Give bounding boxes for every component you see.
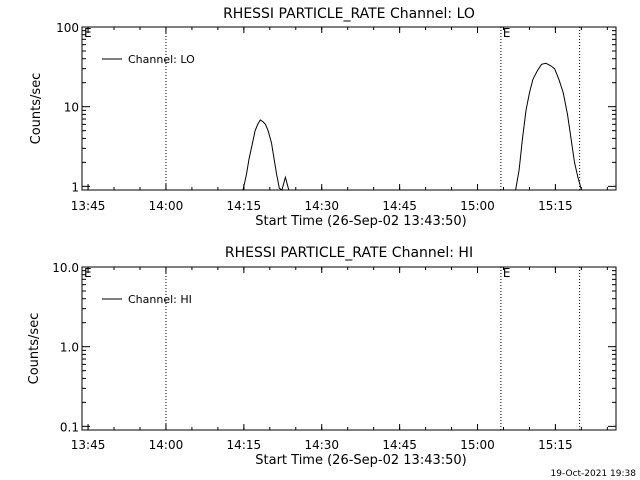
x-tick-label: 15:15 — [538, 199, 573, 213]
event-marker-label: E — [503, 266, 511, 280]
y-tick-label: 0.1 — [60, 420, 79, 434]
y-tick-label: 100 — [56, 21, 79, 35]
y-tick-label: 10 — [64, 101, 79, 115]
x-axis-label: Start Time (26-Sep-02 13:43:50) — [255, 453, 466, 468]
x-tick-label: 14:30 — [304, 438, 339, 452]
y-axis-label: Counts/sec — [29, 73, 44, 145]
y-tick-label: 10.0 — [52, 261, 79, 275]
plot-frame — [81, 266, 617, 431]
x-tick-label: 15:00 — [460, 438, 495, 452]
y-tick-label: 1 — [71, 180, 79, 194]
event-marker-label: E — [84, 266, 92, 280]
event-marker-label: E — [84, 26, 92, 40]
panel-lo: RHESSI PARTICLE_RATE Channel: LO 13:45 14:… — [29, 6, 617, 229]
x-tick-label: 15:00 — [460, 199, 495, 213]
x-tick-label: 13:45 — [71, 438, 106, 452]
legend-entry: Channel: HI — [128, 293, 192, 306]
series-line — [82, 62, 616, 191]
x-tick-label: 14:30 — [304, 199, 339, 213]
x-tick-label: 14:45 — [382, 438, 417, 452]
event-marker-label: E — [503, 26, 511, 40]
panel-hi: RHESSI PARTICLE_RATE Channel: HI 13:45 14:… — [27, 245, 617, 468]
x-tick-label: 15:15 — [538, 438, 573, 452]
y-tick-label: 1.0 — [60, 341, 79, 355]
chart-title: RHESSI PARTICLE_RATE Channel: LO — [223, 6, 475, 22]
x-tick-label: 14:15 — [227, 199, 262, 213]
chart-title: RHESSI PARTICLE_RATE Channel: HI — [225, 245, 473, 261]
x-tick-label: 14:00 — [149, 438, 184, 452]
x-tick-label: 14:15 — [227, 438, 262, 452]
y-axis-label: Counts/sec — [27, 313, 42, 385]
x-axis-label: Start Time (26-Sep-02 13:43:50) — [255, 214, 466, 229]
x-tick-label: 14:00 — [149, 199, 184, 213]
x-tick-label: 14:45 — [382, 199, 417, 213]
x-tick-label: 13:45 — [71, 199, 106, 213]
footer-timestamp: 19-Oct-2021 19:38 — [551, 469, 637, 479]
plot-frame — [81, 26, 617, 191]
legend-entry: Channel: LO — [128, 53, 195, 66]
